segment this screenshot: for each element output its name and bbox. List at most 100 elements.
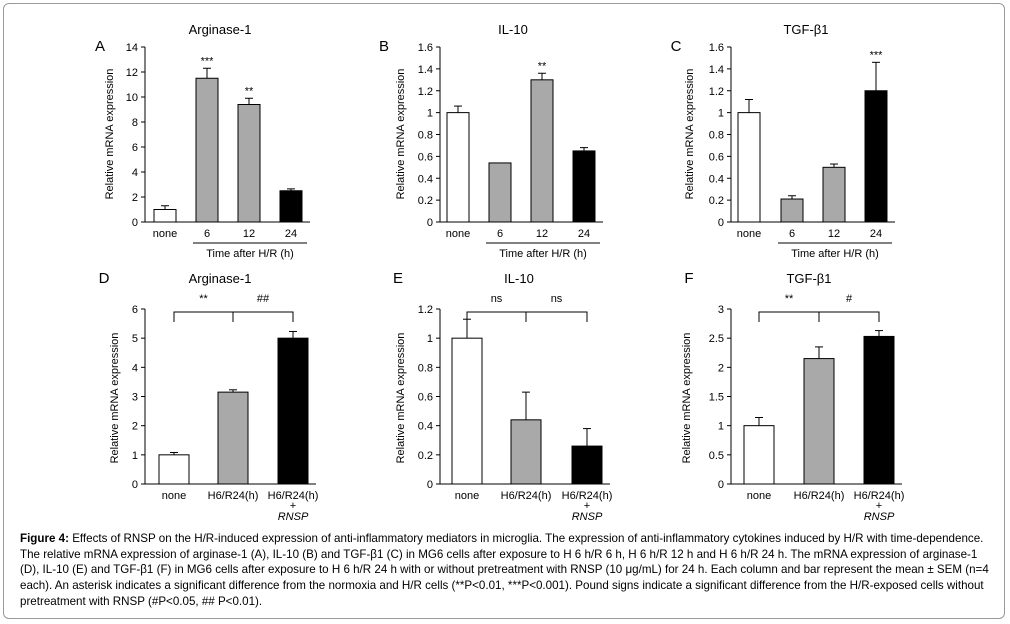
y-tick-label: 1.2 [709,86,724,98]
x-tick-label: none [153,228,177,240]
significance-label: *** [870,49,884,61]
figure-caption: Figure 4: Effects of RNSP on the H/R-ind… [20,531,995,610]
y-axis-label: Relative mRNA expression [684,69,696,200]
y-tick-label: 1 [132,450,138,462]
bar [153,209,177,223]
x-axis-label: Time after H/R (h) [206,248,294,260]
y-axis-label: Relative mRNA expression [109,333,121,464]
bar [803,358,835,485]
y-tick-label: 0 [132,217,138,229]
y-tick-label: 0.8 [418,130,433,142]
y-tick-label: 0 [718,479,724,491]
y-tick-label: 0.6 [418,151,433,163]
panel-letter: B [379,38,389,55]
y-tick-label: 0.8 [418,362,433,374]
significance-label: ** [245,85,254,97]
bar [451,337,483,485]
x-tick-label: H6/R24(h) [501,490,552,502]
x-tick-label: 24 [870,228,882,240]
x-tick-label: H6/R24(h) [854,490,905,502]
bracket-label: ## [257,293,270,305]
y-tick-label: 1 [427,333,433,345]
significance-label: ** [538,60,547,72]
y-tick-label: 1.4 [709,64,724,76]
y-tick-label: 1.5 [709,392,724,404]
x-tick-label: none [446,228,470,240]
comparison-bracket [232,311,294,322]
x-axis-label: Time after H/R (h) [499,248,587,260]
y-tick-label: 1.2 [418,86,433,98]
comparison-bracket [758,311,820,322]
x-tick-label: H6/R24(h) [208,490,259,502]
bar [279,190,303,223]
comparison-bracket [818,311,880,322]
bar [158,454,190,485]
y-tick-label: 3 [718,304,724,316]
y-tick-label: 10 [126,92,138,104]
bar [571,445,603,485]
figure-frame [3,3,1005,619]
y-tick-label: 2 [718,362,724,374]
y-tick-label: 1 [427,108,433,120]
x-tick-label: none [747,490,771,502]
bar [510,419,542,485]
comparison-bracket [466,311,527,322]
panel-title: IL-10 [498,22,528,37]
x-tick-label: + [290,500,296,512]
caption-label: Figure 4: [20,532,69,545]
y-tick-label: 4 [132,167,138,179]
panel-b: B IL-10 0 0.2 0.4 0.6 0.8 1 1.2 1.4 1.6 Relative mR… [379,22,603,260]
comparison-bracket [173,311,234,322]
panel-d: D Arginase-1 0 1 2 3 4 5 6 Relative mRNA expressi… [99,270,319,523]
y-tick-label: 1 [718,108,724,120]
panel-c: C TGF-β1 0 0.2 0.4 0.6 0.8 1 1.2 1.4 1.6 Relative m… [671,22,895,260]
panel-f: F TGF-β1 0 0.5 1 1.5 2 2.5 3 Relative mRNA expres… [681,270,904,523]
y-tick-label: 8 [132,117,138,129]
x-tick-label: 12 [828,228,840,240]
y-axis-label: Relative mRNA expression [104,69,116,200]
bracket-label: ns [491,293,503,305]
y-axis-label: Relative mRNA expression [395,69,407,200]
y-tick-label: 0.5 [709,450,724,462]
panel-letter: C [671,38,682,55]
bar [195,77,219,223]
x-tick-label: 12 [243,228,255,240]
x-tick-label: 6 [789,228,795,240]
bar [822,166,846,223]
panel-title: TGF-β1 [783,22,828,37]
x-tick-label: 24 [285,228,297,240]
y-tick-label: 0.8 [709,130,724,142]
x-tick-label: 6 [497,228,503,240]
y-tick-label: 5 [132,333,138,345]
x-tick-label: + [584,500,590,512]
x-tick-label: RNSP [278,511,309,523]
x-tick-label: none [162,490,186,502]
y-tick-label: 0.4 [709,173,724,185]
y-tick-label: 14 [126,42,138,54]
bracket-label: ns [551,293,563,305]
y-tick-label: 0.4 [418,173,433,185]
caption-text: Effects of RNSP on the H/R-induced expre… [20,532,989,608]
bracket-label: ** [199,293,208,305]
bracket-label: # [846,293,853,305]
x-tick-label: 12 [536,228,548,240]
bar [743,425,775,485]
y-tick-label: 1.4 [418,64,433,76]
bar [863,335,895,485]
bar [237,104,261,223]
panel-e: E IL-10 0 0.2 0.4 0.6 0.8 1 1.2 Relative mRNA exp… [393,270,612,523]
y-tick-label: 0 [427,217,433,229]
caption-paragraph: Figure 4: Effects of RNSP on the H/R-ind… [20,531,995,610]
panel-letter: D [99,270,110,287]
y-tick-label: 0.2 [709,195,724,207]
y-tick-label: 0 [718,217,724,229]
comparison-bracket [525,311,588,322]
panel-title: IL-10 [504,271,534,286]
x-tick-label: + [876,500,882,512]
bar [572,150,596,223]
y-tick-label: 0.2 [418,195,433,207]
y-tick-label: 0 [132,479,138,491]
y-tick-label: 0.6 [418,392,433,404]
